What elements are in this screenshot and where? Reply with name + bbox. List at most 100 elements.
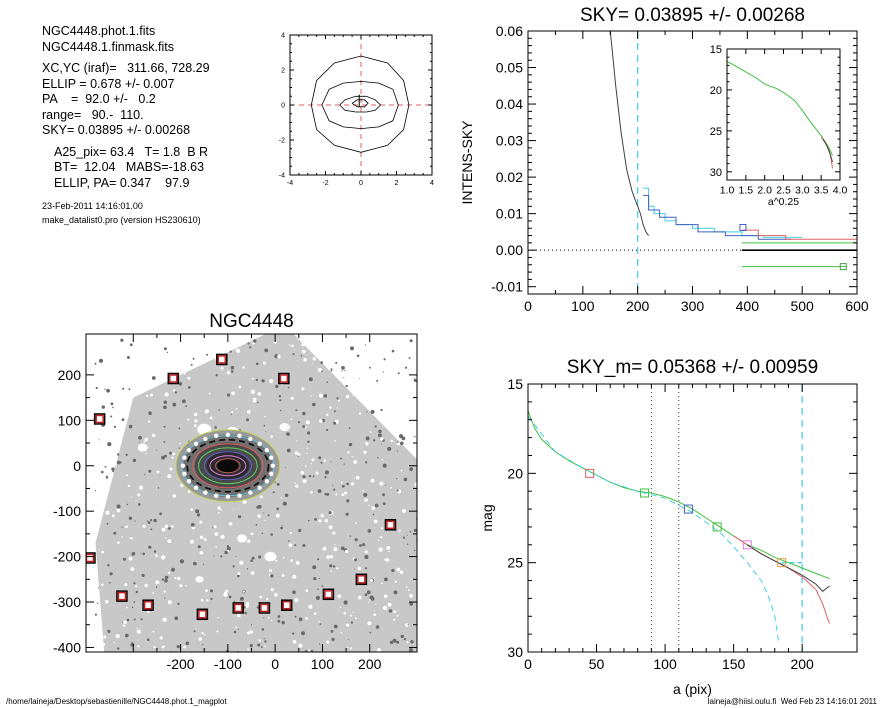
mag-profile-plot: 0 50 100 150 200 15 20 25 30 SKY_m= 0.05368 +/- 0… [479, 357, 858, 697]
noise-speck [325, 413, 329, 417]
noise-speck [191, 526, 195, 530]
noise-speck [257, 392, 261, 396]
mag-frame [527, 383, 858, 653]
noise-speck [329, 564, 333, 568]
noise-speck [98, 358, 104, 363]
inset-series [822, 138, 833, 163]
noise-speck [125, 453, 128, 456]
noise-speck [404, 366, 408, 369]
noise-speck [142, 552, 145, 556]
noise-speck [317, 489, 322, 493]
noise-speck [204, 409, 209, 414]
noise-speck [418, 529, 420, 531]
noise-speck [128, 556, 133, 561]
noise-speck [135, 500, 137, 502]
y-tick-label: 2 [281, 68, 285, 75]
noise-speck [294, 544, 297, 547]
noise-speck [324, 470, 329, 475]
noise-speck [185, 405, 188, 408]
noise-speck [396, 615, 399, 617]
mask-dot [264, 448, 269, 453]
y-tick-label: -200 [53, 549, 81, 565]
noise-speck [176, 645, 180, 649]
noise-speck [98, 549, 100, 551]
noise-speck [210, 416, 213, 420]
noise-speck [220, 555, 223, 558]
mask-dot [186, 448, 192, 453]
noise-speck [414, 436, 416, 438]
noise-speck [215, 345, 220, 349]
contour-line [351, 99, 369, 108]
noise-speck [135, 371, 139, 376]
noise-speck [358, 356, 362, 360]
noise-speck [215, 546, 217, 548]
noise-speck [409, 339, 413, 343]
noise-speck [250, 559, 253, 562]
masked-star-outer [196, 608, 209, 621]
noise-speck [300, 355, 303, 357]
noise-speck [311, 362, 313, 364]
noise-speck [217, 512, 220, 514]
noise-speck [374, 503, 379, 508]
noise-speck [255, 378, 259, 382]
noise-speck [187, 418, 190, 421]
x-tick-label: 4 [430, 180, 434, 187]
noise-speck [112, 470, 114, 473]
noise-speck [263, 638, 265, 640]
sky-inset: 1.0 1.5 2.0 2.5 3.0 3.5 4.0 15 20 25 30 a^0.25 [710, 44, 848, 208]
noise-speck [332, 565, 336, 568]
x-tick-label: 200 [790, 656, 814, 672]
noise-speck [130, 496, 132, 498]
noise-speck [276, 513, 280, 518]
noise-speck [233, 630, 237, 634]
noise-speck [346, 499, 350, 503]
noise-speck [109, 421, 114, 426]
mag-xlabel: a (pix) [673, 681, 712, 697]
x-tick-label: 2.0 [757, 185, 772, 197]
noise-speck [111, 410, 115, 414]
sky-series [609, 31, 650, 236]
sky-series [741, 229, 857, 240]
masked-star-outer [167, 372, 180, 385]
noise-speck [295, 560, 300, 565]
noise-speck [245, 604, 249, 609]
noise-speck [117, 453, 120, 456]
noise-speck [375, 348, 377, 351]
noise-speck [174, 576, 177, 580]
noise-speck [298, 643, 303, 648]
noise-speck [220, 366, 224, 370]
noise-speck [177, 576, 181, 581]
noise-speck [400, 394, 403, 397]
noise-speck [421, 443, 424, 446]
noise-speck [407, 655, 410, 658]
noise-speck [228, 522, 233, 526]
noise-speck [115, 464, 117, 466]
noise-speck [246, 568, 249, 570]
noise-speck [148, 545, 152, 549]
noise-speck [365, 442, 369, 446]
noise-speck [321, 585, 324, 587]
x-tick-label: -200 [167, 656, 195, 672]
noise-speck [183, 645, 186, 649]
masked-star-outer [384, 519, 397, 531]
noise-speck [179, 442, 181, 445]
noise-speck [406, 534, 408, 536]
noise-speck [265, 431, 266, 433]
noise-speck [362, 543, 366, 547]
noise-speck [156, 449, 158, 451]
x-tick-label: 3.0 [795, 185, 810, 197]
noise-speck [237, 628, 239, 631]
noise-speck [373, 577, 375, 579]
noise-speck [266, 597, 269, 601]
noise-speck [340, 481, 343, 484]
noise-speck [126, 606, 128, 609]
noise-speck [387, 414, 390, 417]
noise-speck [157, 487, 160, 489]
x-tick-label: 600 [845, 298, 869, 314]
info-line: PA = 92.0 +/- 0.2 [42, 92, 156, 106]
noise-speck [306, 452, 308, 455]
noise-speck [422, 400, 425, 403]
noise-speck [152, 630, 155, 633]
noise-speck [121, 418, 125, 421]
noise-speck [432, 478, 435, 481]
